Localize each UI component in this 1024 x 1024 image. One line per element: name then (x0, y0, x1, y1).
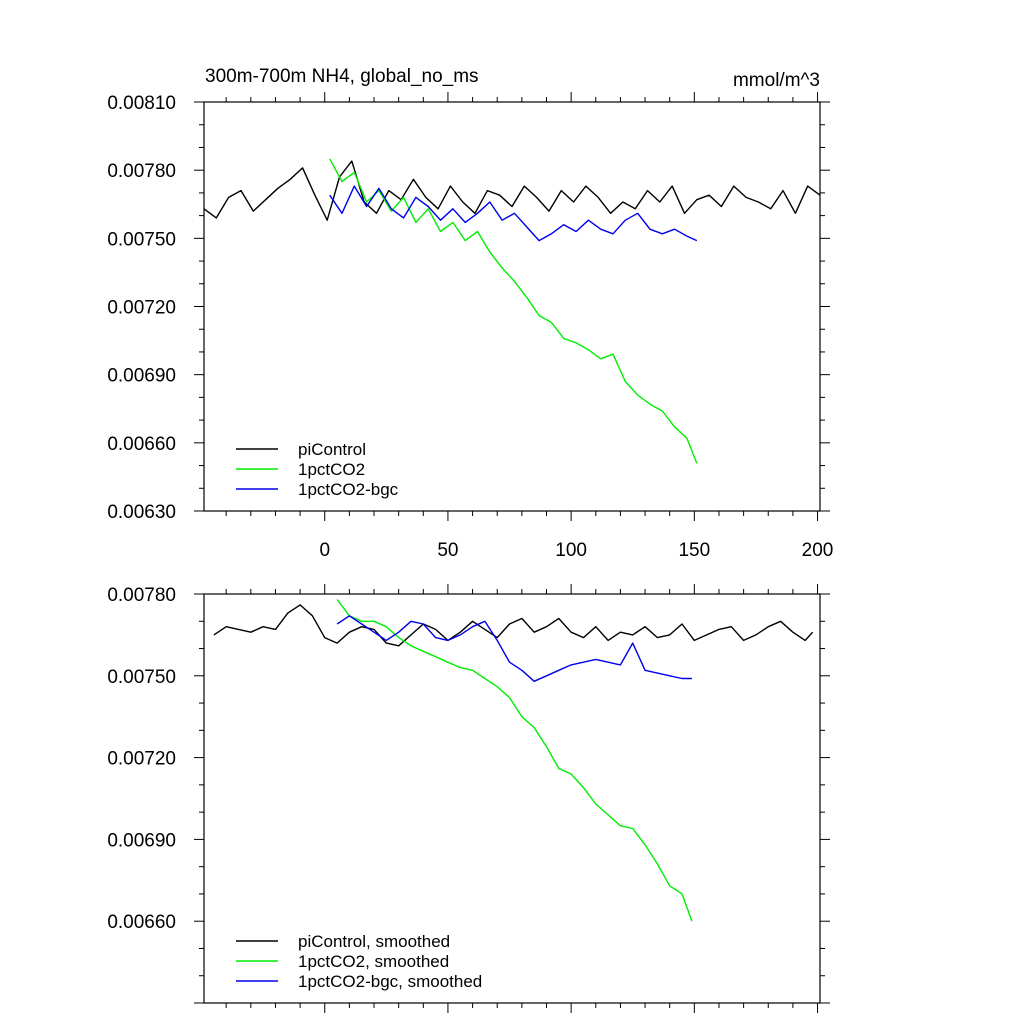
x-tick-label: 50 (437, 540, 458, 561)
top-chart-panel: 300m-700m NH4, global_no_ms mmol/m^3 0 50… (107, 66, 833, 561)
plot-frame (203, 101, 821, 512)
bottom-chart-panel: 0.00660 0.00690 0.00720 0.00750 0.00780 piCon… (107, 584, 830, 1013)
y-tick-label: 0.00720 (107, 298, 176, 319)
series-line (203, 160, 821, 221)
legend-label: 1pctCO2-bgc (298, 480, 399, 499)
y-tick-label: 0.00750 (107, 229, 176, 250)
plot-frame (203, 593, 821, 1004)
series-line (336, 599, 693, 922)
x-tick-label: 0 (319, 540, 330, 561)
y-tick-label: 0.00780 (107, 161, 176, 182)
series-line (336, 615, 692, 682)
y-tick-label: 0.00690 (107, 366, 176, 387)
x-tick-label: 150 (678, 540, 710, 561)
legend-label: 1pctCO2-bgc, smoothed (298, 972, 482, 991)
series-line (329, 185, 698, 242)
y-tick-label: 0.00630 (107, 502, 176, 523)
chart-units: mmol/m^3 (733, 70, 820, 91)
legend-label: piControl (298, 440, 366, 459)
y-tick-label: 0.00750 (107, 667, 176, 688)
x-tick-label: 200 (802, 540, 834, 561)
legend-label: piControl, smoothed (298, 932, 450, 951)
legend-label: 1pctCO2, smoothed (298, 952, 449, 971)
y-tick-label: 0.00660 (107, 912, 176, 933)
y-tick-label: 0.00810 (107, 93, 176, 114)
x-tick-label: 100 (555, 540, 587, 561)
y-tick-label: 0.00780 (107, 585, 176, 606)
y-tick-label: 0.00660 (107, 434, 176, 455)
y-tick-label: 0.00720 (107, 749, 176, 770)
legend-label: 1pctCO2 (298, 460, 365, 479)
y-tick-label: 0.00690 (107, 830, 176, 851)
series-line (329, 158, 698, 464)
chart-title: 300m-700m NH4, global_no_ms (205, 66, 479, 87)
series-line (213, 604, 814, 647)
